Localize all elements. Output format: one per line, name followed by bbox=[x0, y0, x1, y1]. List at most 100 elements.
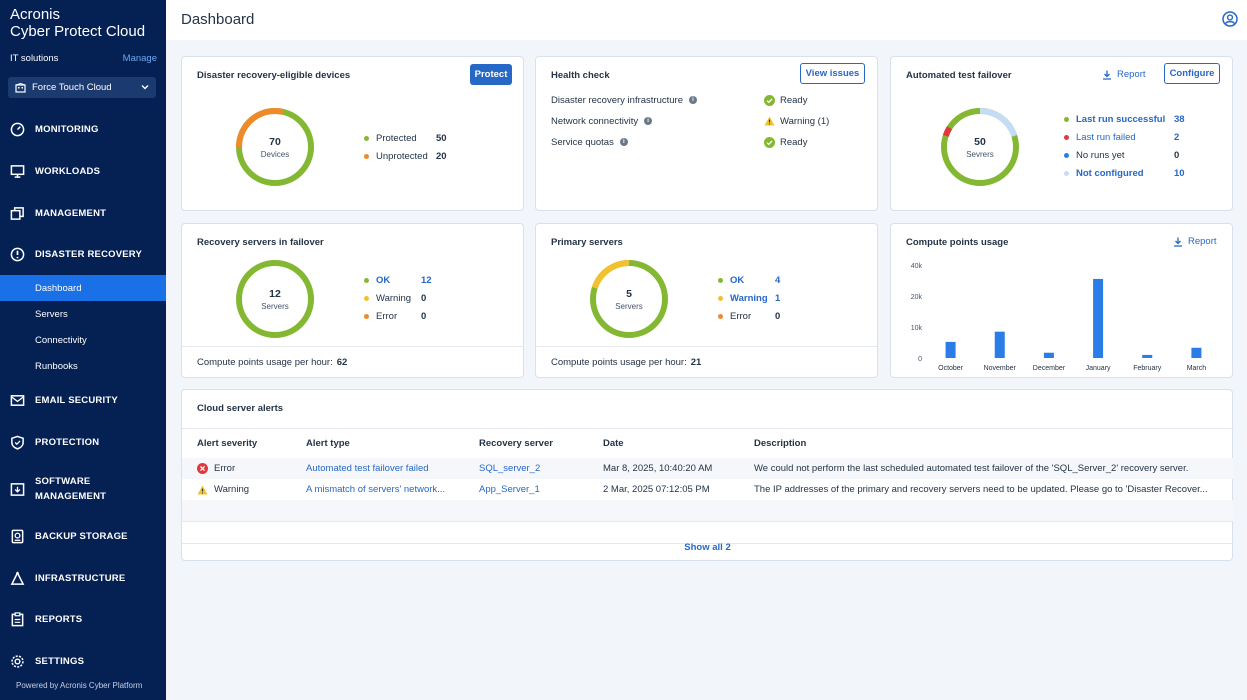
card-title: Health check bbox=[551, 70, 610, 81]
org-row: IT solutions Manage bbox=[10, 53, 157, 64]
card-dr-devices: Disaster recovery-eligible devices Prote… bbox=[181, 56, 524, 211]
card-title: Disaster recovery-eligible devices bbox=[197, 70, 351, 81]
clipboard-icon bbox=[9, 611, 25, 627]
bar[interactable] bbox=[1191, 347, 1202, 358]
legend-item[interactable]: Warning 1 bbox=[718, 289, 780, 307]
nav-label: SETTINGS bbox=[35, 655, 85, 667]
nav-settings[interactable]: SETTINGS bbox=[0, 651, 166, 671]
tenant-selector[interactable]: Force Touch Cloud bbox=[8, 77, 156, 98]
x-tick-label: March bbox=[1187, 365, 1207, 372]
nav-protection[interactable]: PROTECTION bbox=[0, 432, 166, 452]
table-row-empty bbox=[182, 500, 1233, 521]
legend-item: Unprotected 20 bbox=[364, 147, 447, 165]
column-header[interactable]: Alert severity bbox=[197, 438, 258, 449]
top-bar: Dashboard bbox=[166, 0, 1247, 40]
alert-type-link[interactable]: Automated test failover failed bbox=[306, 463, 429, 474]
divider bbox=[182, 543, 1233, 544]
card-cloud-alerts: Cloud server alerts Alert severity Alert… bbox=[181, 389, 1233, 561]
health-row-dr-infrastructure: Disaster recovery infrastructure i Ready bbox=[551, 94, 808, 106]
nav-label-line2: MANAGEMENT bbox=[35, 491, 107, 502]
show-all-link[interactable]: Show all 2 bbox=[684, 542, 731, 553]
tenant-name: Force Touch Cloud bbox=[32, 82, 112, 93]
server-link[interactable]: SQL_server_2 bbox=[479, 463, 541, 474]
severity-label: Error bbox=[214, 463, 236, 474]
legend-item[interactable]: Not configured 10 bbox=[1064, 164, 1185, 182]
sub-runbooks[interactable]: Runbooks bbox=[0, 353, 166, 379]
card-title: Primary servers bbox=[551, 237, 623, 248]
sub-dashboard[interactable]: Dashboard bbox=[0, 275, 166, 301]
alert-description: We could not perform the last scheduled … bbox=[754, 463, 1189, 474]
nav-reports[interactable]: REPORTS bbox=[0, 609, 166, 629]
card-title: Compute points usage bbox=[906, 237, 1009, 248]
nav-management[interactable]: MANAGEMENT bbox=[0, 203, 166, 223]
nav-workloads[interactable]: WORKLOADS bbox=[0, 161, 166, 181]
report-link[interactable]: Report bbox=[1173, 236, 1217, 247]
org-label: IT solutions bbox=[10, 53, 59, 64]
nav-email-security[interactable]: EMAIL SECURITY bbox=[0, 390, 166, 410]
nav-software-management[interactable]: SOFTWARE MANAGEMENT bbox=[0, 473, 166, 505]
sub-connectivity[interactable]: Connectivity bbox=[0, 327, 166, 353]
table-row[interactable]: Error Automated test failover failed SQL… bbox=[182, 458, 1233, 479]
gear-icon bbox=[9, 653, 25, 669]
column-header[interactable]: Alert type bbox=[306, 438, 350, 449]
servers-donut: 50 Sevrers bbox=[940, 107, 1020, 187]
table-row-empty bbox=[182, 521, 1233, 543]
legend-item[interactable]: Last run failed 2 bbox=[1064, 128, 1185, 146]
x-tick-label: February bbox=[1133, 365, 1162, 372]
donut-unit: Servers bbox=[261, 301, 289, 311]
brand-name: Acronis bbox=[10, 6, 61, 23]
column-header[interactable]: Recovery server bbox=[479, 438, 553, 449]
info-icon[interactable]: i bbox=[619, 138, 628, 146]
server-link[interactable]: App_Server_1 bbox=[479, 484, 540, 495]
recovery-legend: OK 12 Warning 0 Error 0 bbox=[364, 271, 432, 325]
nav-monitoring[interactable]: MONITORING bbox=[0, 119, 166, 139]
donut-total: 70 bbox=[269, 135, 281, 148]
sub-label: Connectivity bbox=[35, 334, 87, 346]
bar[interactable] bbox=[1043, 352, 1054, 358]
storage-icon bbox=[9, 528, 25, 544]
nav-label: REPORTS bbox=[35, 613, 83, 625]
nav-label: MONITORING bbox=[35, 123, 99, 135]
bar[interactable] bbox=[994, 331, 1005, 358]
devices-donut: 70 Devices bbox=[235, 107, 315, 187]
card-title: Cloud server alerts bbox=[197, 403, 284, 414]
sidebar: Acronis Cyber Protect Cloud IT solutions… bbox=[0, 0, 166, 700]
column-header[interactable]: Description bbox=[754, 438, 807, 449]
health-row-network: Network connectivity i Warning (1) bbox=[551, 115, 830, 127]
view-issues-button[interactable]: View issues bbox=[800, 63, 865, 84]
alert-type-link[interactable]: A mismatch of servers' network... bbox=[306, 484, 446, 495]
bar[interactable] bbox=[1142, 354, 1153, 358]
devices-legend: Protected 50 Unprotected 20 bbox=[364, 129, 447, 165]
download-icon bbox=[1103, 70, 1111, 80]
bar[interactable] bbox=[945, 341, 956, 358]
nav-label: SOFTWARE bbox=[35, 476, 91, 487]
nav-backup-storage[interactable]: BACKUP STORAGE bbox=[0, 526, 166, 546]
manage-link[interactable]: Manage bbox=[122, 53, 157, 64]
info-icon[interactable]: i bbox=[644, 117, 653, 125]
alert-description: The IP addresses of the primary and reco… bbox=[754, 484, 1208, 495]
sub-servers[interactable]: Servers bbox=[0, 301, 166, 327]
legend-item[interactable]: OK 4 bbox=[718, 271, 780, 289]
user-profile-icon[interactable] bbox=[1222, 11, 1238, 27]
nav-label: EMAIL SECURITY bbox=[35, 394, 118, 406]
nav-label: BACKUP STORAGE bbox=[35, 530, 128, 542]
info-icon[interactable]: i bbox=[688, 96, 697, 104]
configure-button[interactable]: Configure bbox=[1164, 63, 1220, 84]
protect-button[interactable]: Protect bbox=[470, 64, 512, 85]
legend-item: Protected 50 bbox=[364, 129, 447, 147]
y-tick-label: 10k bbox=[911, 325, 923, 332]
report-link[interactable]: Report bbox=[1102, 69, 1146, 80]
monitor-icon bbox=[9, 163, 25, 179]
donut-unit: Sevrers bbox=[966, 149, 994, 159]
legend-item[interactable]: Last run successful 38 bbox=[1064, 110, 1185, 128]
nav-disaster-recovery[interactable]: DISASTER RECOVERY bbox=[0, 244, 166, 264]
shield-icon bbox=[9, 434, 25, 450]
column-header[interactable]: Date bbox=[603, 438, 624, 449]
check-circle-icon bbox=[764, 136, 775, 148]
bar[interactable] bbox=[1093, 278, 1104, 358]
table-row[interactable]: Warning A mismatch of servers' network..… bbox=[182, 479, 1233, 500]
nav-infrastructure[interactable]: INFRASTRUCTURE bbox=[0, 568, 166, 588]
table-header: Alert severity Alert type Recovery serve… bbox=[182, 428, 1233, 459]
legend-item[interactable]: OK 12 bbox=[364, 271, 432, 289]
alert-date: Mar 8, 2025, 10:40:20 AM bbox=[603, 463, 713, 474]
